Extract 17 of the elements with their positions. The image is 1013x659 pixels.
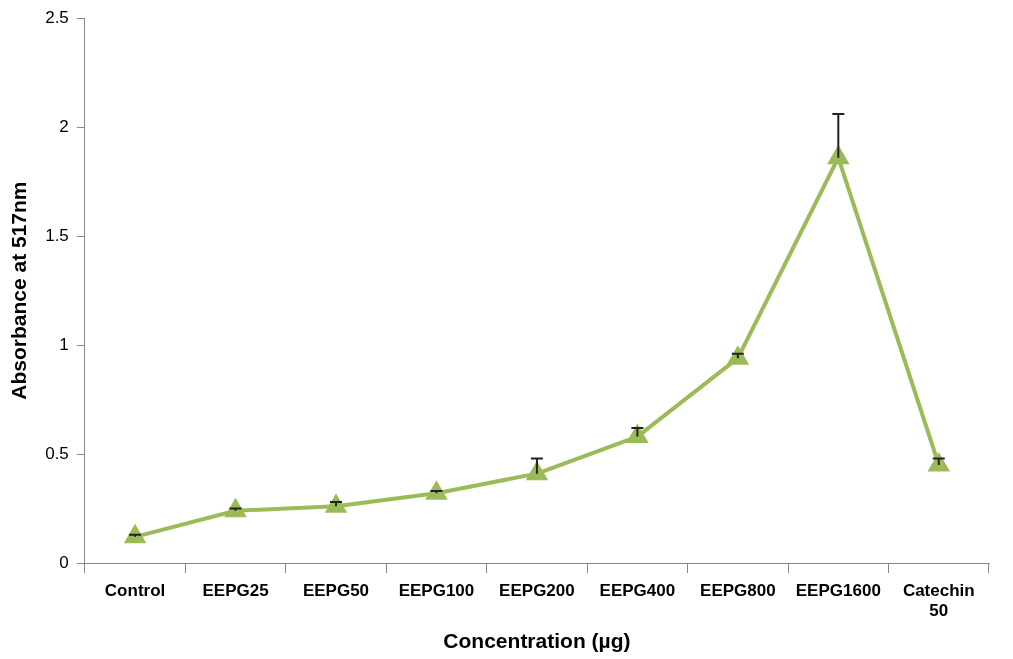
x-tick-label: EEPG1600 bbox=[795, 580, 881, 600]
x-tick-label: Catechin 50 bbox=[902, 580, 975, 621]
x-tick-label: EEPG800 bbox=[700, 580, 776, 600]
x-tick-label: EEPG200 bbox=[499, 580, 575, 600]
y-axis-title: Absorbance at 517nm bbox=[7, 181, 31, 400]
x-tick-label: EEPG25 bbox=[202, 580, 269, 600]
y-tick-label: 2 bbox=[59, 116, 69, 136]
y-tick-label: 1.5 bbox=[45, 225, 69, 245]
y-tick-label: 1 bbox=[59, 334, 69, 354]
x-tick-label: EEPG100 bbox=[398, 580, 475, 600]
x-axis-title: Concentration (µg) bbox=[443, 629, 631, 653]
y-tick-label: 0.5 bbox=[45, 443, 69, 463]
x-tick-label: Control bbox=[104, 580, 166, 600]
y-tick-label: 0 bbox=[59, 552, 69, 572]
x-tick-label: EEPG50 bbox=[302, 580, 370, 600]
y-tick-label: 2.5 bbox=[45, 7, 69, 27]
x-tick-label: EEPG400 bbox=[599, 580, 676, 600]
